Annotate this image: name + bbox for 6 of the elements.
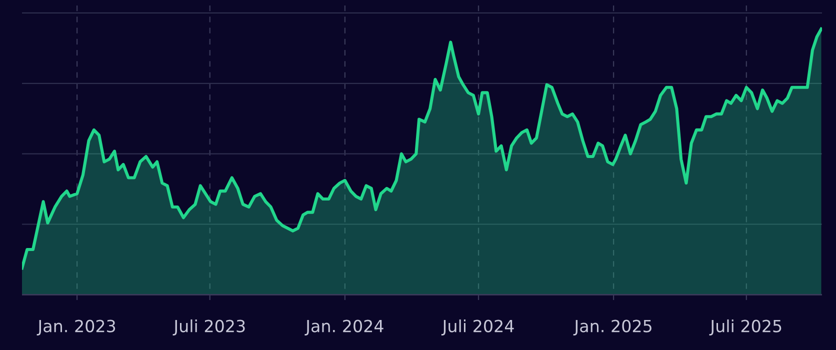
x-tick-label: Jan. 2023 <box>36 320 116 336</box>
x-tick-label: Juli 2023 <box>172 319 245 336</box>
x-tick-label: Juli 2024 <box>441 319 514 336</box>
x-tick-label: Jan. 2024 <box>304 320 384 336</box>
x-tick-label: Jan. 2025 <box>573 320 652 336</box>
x-tick-label: Juli 2025 <box>709 319 782 336</box>
